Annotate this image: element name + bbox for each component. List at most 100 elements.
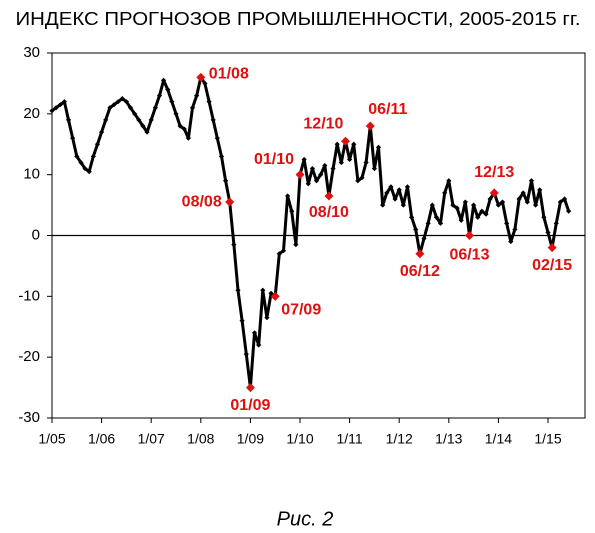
point-marker	[251, 330, 258, 336]
point-marker	[355, 178, 361, 184]
point-marker	[475, 214, 481, 220]
point-marker	[260, 287, 266, 293]
x-tick-label: 1/13	[435, 431, 462, 447]
point-marker	[371, 165, 377, 172]
point-marker	[458, 217, 464, 223]
x-tick-label: 1/12	[386, 431, 413, 447]
point-marker	[276, 251, 282, 257]
point-marker	[152, 105, 158, 111]
point-marker	[289, 208, 295, 214]
x-tick-label: 1/11	[336, 431, 362, 447]
point-marker	[189, 105, 196, 111]
point-marker	[351, 141, 357, 147]
point-marker	[309, 165, 315, 172]
point-marker	[537, 187, 543, 193]
y-tick-label: 20	[23, 105, 40, 122]
annotation-label: 01/10	[254, 151, 294, 168]
point-marker	[392, 196, 398, 202]
point-marker	[57, 102, 63, 108]
point-marker	[82, 165, 88, 172]
point-marker	[508, 238, 514, 245]
caption: Рис. 2	[277, 508, 334, 530]
point-marker	[173, 111, 179, 117]
point-marker	[235, 287, 241, 293]
point-marker	[334, 141, 340, 147]
y-tick-label: 10	[23, 166, 40, 183]
y-tick-label: -20	[18, 348, 40, 365]
point-marker	[541, 214, 547, 220]
annotation-marker	[464, 231, 474, 240]
point-marker	[280, 248, 287, 254]
annotation-marker	[295, 170, 305, 180]
point-marker	[450, 202, 456, 208]
annotation-label: 06/13	[449, 247, 489, 264]
point-marker	[557, 199, 563, 205]
point-marker	[512, 226, 518, 233]
point-marker	[499, 199, 506, 205]
point-marker	[301, 156, 307, 163]
annotation-label: 06/11	[368, 101, 407, 118]
annotation-marker	[196, 72, 206, 82]
point-marker	[61, 99, 67, 105]
point-marker	[144, 129, 150, 135]
annotation-marker	[415, 249, 425, 259]
point-marker	[471, 202, 477, 208]
annotation-marker	[245, 383, 255, 393]
point-marker	[566, 208, 572, 214]
annotation-label: 01/08	[209, 66, 249, 83]
annotation-marker	[547, 243, 557, 253]
point-marker	[202, 80, 208, 87]
point-marker	[111, 102, 117, 108]
point-marker	[285, 193, 291, 199]
point-marker	[553, 220, 559, 226]
x-tick-label: 1/15	[534, 431, 561, 447]
point-marker	[119, 96, 125, 102]
point-marker	[214, 135, 220, 141]
point-marker	[49, 108, 55, 114]
point-marker	[338, 159, 344, 166]
point-marker	[421, 235, 427, 242]
point-marker	[103, 117, 109, 123]
point-marker	[136, 117, 142, 123]
annotation-label: 07/09	[281, 302, 321, 319]
annotation-marker	[340, 136, 350, 146]
x-tick-label: 1/09	[237, 431, 264, 447]
point-marker	[495, 202, 501, 208]
point-marker	[322, 162, 328, 169]
x-tick-label: 1/10	[286, 431, 313, 447]
point-marker	[223, 178, 229, 184]
point-marker	[218, 153, 225, 160]
point-marker	[70, 135, 76, 141]
point-marker	[384, 190, 390, 196]
y-tick-label: -30	[18, 409, 40, 426]
point-marker	[194, 92, 200, 99]
point-marker	[487, 196, 493, 202]
point-marker	[305, 181, 311, 187]
point-marker	[65, 117, 72, 123]
annotation-label: 06/12	[400, 263, 440, 280]
point-marker	[231, 242, 237, 248]
annotation-label: 01/09	[230, 397, 270, 414]
point-marker	[313, 178, 320, 184]
point-marker	[454, 205, 460, 211]
point-marker	[359, 175, 365, 181]
annotation-label: 12/10	[303, 115, 343, 132]
point-marker	[446, 178, 452, 184]
point-marker	[239, 318, 245, 324]
point-marker	[437, 220, 444, 226]
point-marker	[413, 226, 419, 233]
point-marker	[107, 105, 113, 111]
point-marker	[148, 117, 154, 123]
point-marker	[516, 196, 522, 202]
annotation-marker	[365, 121, 375, 131]
point-marker	[140, 123, 146, 129]
annotation-label: 08/10	[309, 204, 349, 221]
point-marker	[99, 129, 105, 135]
point-marker	[483, 211, 489, 217]
point-marker	[181, 126, 187, 132]
point-marker	[127, 105, 134, 111]
point-marker	[53, 105, 59, 111]
point-marker	[90, 153, 96, 160]
